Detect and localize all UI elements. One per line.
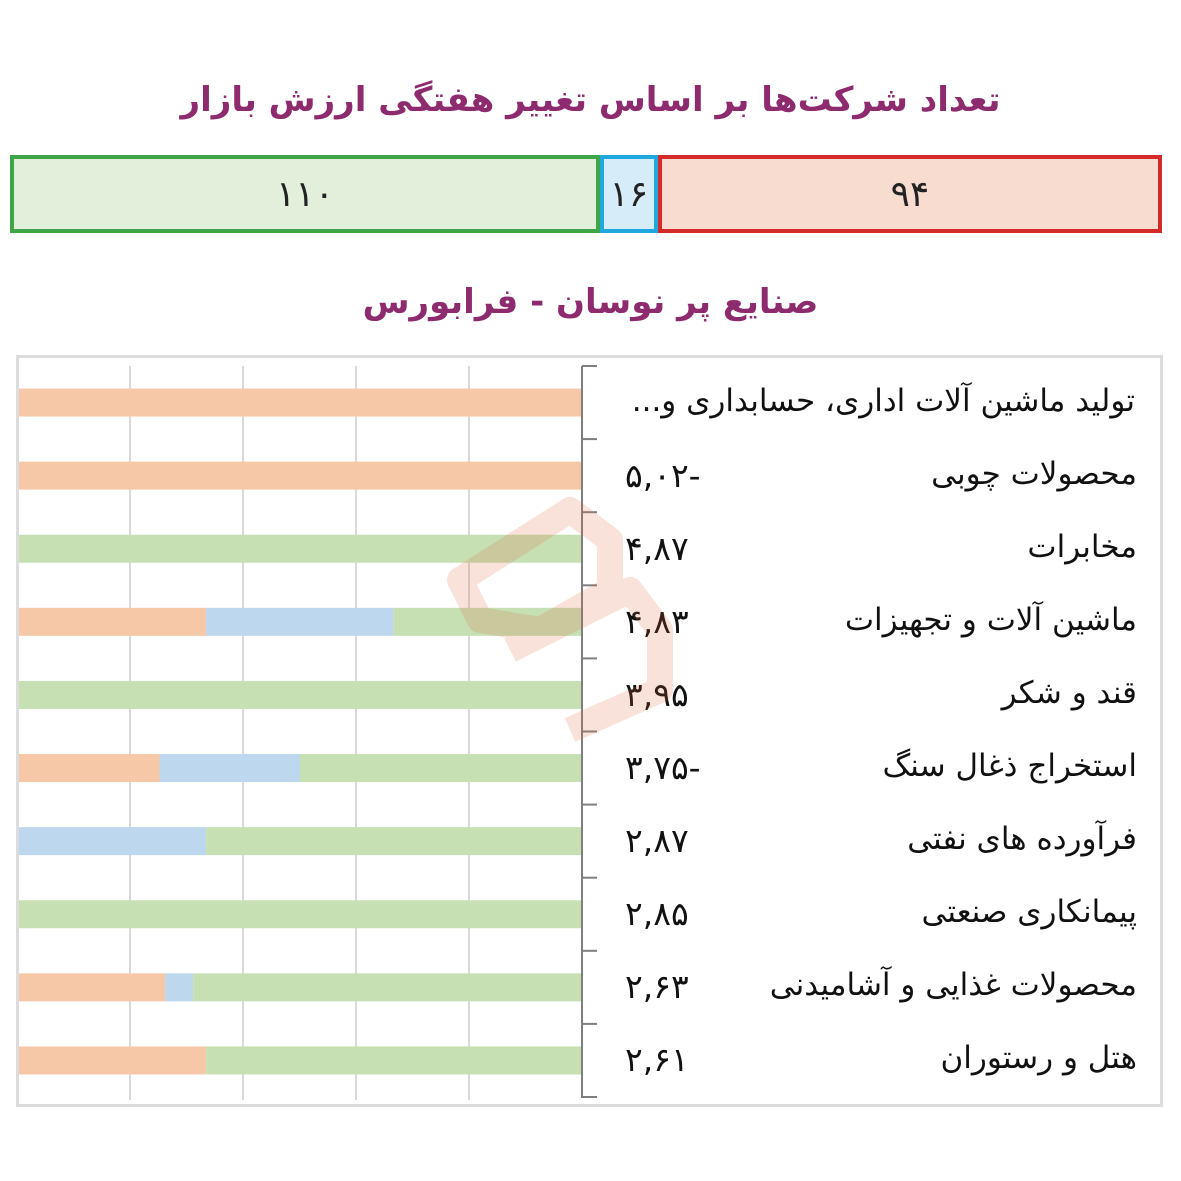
category-name: ماشین آلات و تجهیزات	[844, 601, 1137, 638]
category-label-row: هتل و رستوران ۲,۶۱	[595, 1034, 1165, 1084]
category-value: ۲,۸۵	[625, 894, 689, 934]
category-label-row: قند و شکر ۳,۹۵	[595, 669, 1165, 719]
bar-5-neutral	[159, 754, 300, 783]
category-label-row: محصولات چوبی ۵,۰۲	[595, 450, 1165, 500]
bar-8-negative	[19, 973, 166, 1002]
bar-9-negative	[19, 1046, 207, 1075]
bar-3-positive	[393, 607, 581, 636]
category-name: مخابرات	[1027, 528, 1137, 565]
bar-1-negative	[19, 461, 581, 490]
category-value: ۲,۶۱	[625, 1040, 689, 1080]
category-value: ۲,۸۷	[625, 821, 689, 861]
category-value: ۳,۷۵	[625, 748, 701, 787]
category-name: تولید ماشین آلات اداری، حسابداری و...	[631, 382, 1135, 419]
bar-3-neutral	[206, 607, 394, 636]
bar-7-positive	[19, 900, 581, 929]
category-name: محصولات غذایی و آشامیدنی	[769, 967, 1137, 1004]
chart-frame	[16, 355, 1163, 1107]
category-name: قند و شکر	[1001, 674, 1137, 711]
bar-2-positive	[19, 534, 581, 563]
category-name: فرآورده های نفتی	[907, 821, 1137, 858]
category-name: پیمانکاری صنعتی	[921, 894, 1137, 931]
chart-title: صنایع پر نوسان - فرابورس	[362, 282, 819, 322]
category-label-row: محصولات غذایی و آشامیدنی ۲,۶۳	[595, 961, 1165, 1011]
category-label-row: استخراج ذغال سنگ ۳,۷۵	[595, 742, 1165, 792]
category-name: محصولات چوبی	[931, 455, 1137, 492]
summary-segment-negative: ۹۴	[657, 155, 1162, 233]
category-label-row: پیمانکاری صنعتی ۲,۸۵	[595, 888, 1165, 938]
summary-segment-positive: ۱۱۰	[10, 155, 600, 233]
bar-3-negative	[19, 607, 207, 636]
bar-4-positive	[19, 680, 581, 709]
company-count-summary-bar: ۱۱۰ ۱۶ ۹۴	[10, 155, 1162, 233]
category-name: هتل و رستوران	[940, 1040, 1137, 1077]
bar-0-negative	[19, 388, 581, 417]
bar-6-positive	[206, 827, 581, 856]
category-value: ۲,۶۳	[625, 967, 689, 1007]
category-value: ۴,۸۷	[625, 528, 689, 568]
bar-5-positive	[300, 754, 581, 783]
category-label-row: تولید ماشین آلات اداری، حسابداری و...	[595, 377, 1165, 427]
category-value: ۴,۸۳	[625, 601, 689, 641]
category-value: ۵,۰۲	[625, 456, 701, 495]
bar-9-positive	[206, 1046, 581, 1075]
category-label-row: فرآورده های نفتی ۲,۸۷	[595, 815, 1165, 865]
category-value: ۳,۹۵	[625, 674, 689, 714]
bar-5-negative	[19, 754, 160, 783]
bar-8-positive	[193, 973, 581, 1002]
bar-8-neutral	[165, 973, 194, 1002]
category-label-row: مخابرات ۴,۸۷	[595, 523, 1165, 573]
category-name: استخراج ذغال سنگ	[882, 748, 1137, 785]
page-title: تعداد شرکت‌ها بر اساس تغییر هفتگی ارزش ب…	[180, 80, 1001, 120]
summary-segment-neutral: ۱۶	[599, 155, 658, 233]
bar-6-neutral	[19, 827, 207, 856]
category-label-row: ماشین آلات و تجهیزات ۴,۸۳	[595, 596, 1165, 646]
